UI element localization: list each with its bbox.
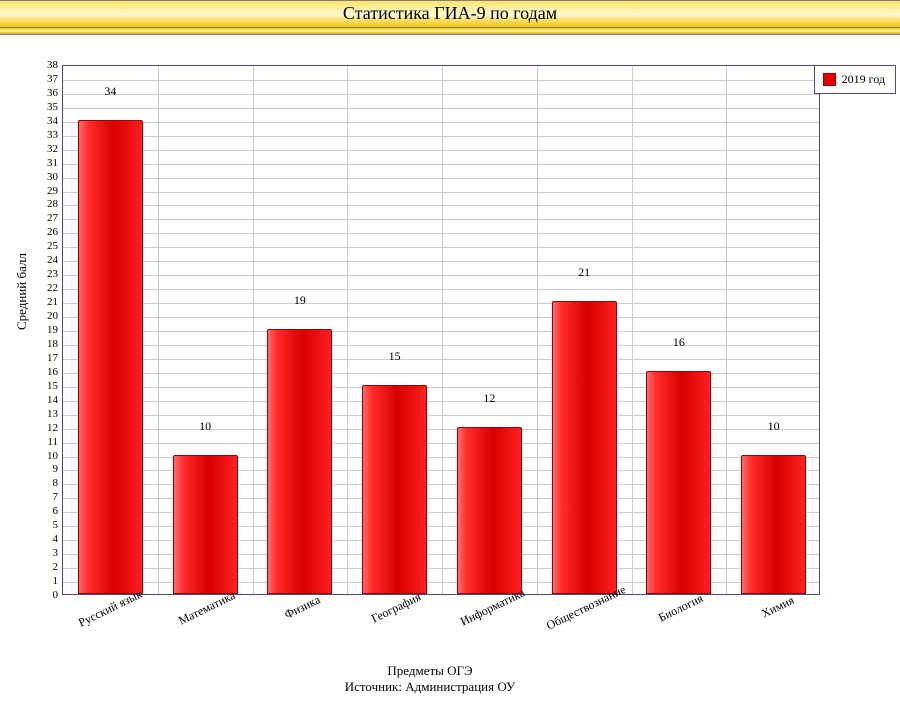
legend-label: 2019 год bbox=[842, 72, 885, 87]
bar-value-label: 34 bbox=[78, 84, 143, 102]
bar bbox=[78, 120, 143, 594]
bar bbox=[362, 385, 427, 594]
gridline-v bbox=[158, 66, 159, 594]
y-tick-label: 6 bbox=[28, 505, 58, 517]
legend-swatch-icon bbox=[823, 73, 836, 86]
bar bbox=[646, 371, 711, 594]
y-tick-label: 0 bbox=[28, 589, 58, 601]
y-tick-label: 14 bbox=[28, 394, 58, 406]
gridline-h bbox=[63, 205, 819, 206]
gridline-v bbox=[537, 66, 538, 594]
bar-value-label: 12 bbox=[457, 391, 522, 409]
gridline-v bbox=[442, 66, 443, 594]
y-tick-label: 11 bbox=[28, 436, 58, 448]
gridline-v bbox=[347, 66, 348, 594]
y-tick-label: 9 bbox=[28, 463, 58, 475]
gridline-h bbox=[63, 80, 819, 81]
y-tick-label: 13 bbox=[28, 408, 58, 420]
gridline-h bbox=[63, 178, 819, 179]
y-tick-label: 15 bbox=[28, 380, 58, 392]
bar bbox=[173, 455, 238, 594]
x-tick-label: Химия bbox=[759, 593, 797, 622]
gridline-h bbox=[63, 108, 819, 109]
y-tick-label: 25 bbox=[28, 240, 58, 252]
source-label: Источник: Администрация ОУ bbox=[0, 679, 880, 695]
gridline-h bbox=[63, 317, 819, 318]
gridline-h bbox=[63, 94, 819, 95]
legend-item: 2019 год bbox=[823, 72, 885, 87]
y-tick-label: 20 bbox=[28, 310, 58, 322]
gridline-h bbox=[63, 331, 819, 332]
x-tick-label: Физика bbox=[282, 592, 323, 622]
y-tick-label: 4 bbox=[28, 533, 58, 545]
y-tick-label: 21 bbox=[28, 296, 58, 308]
title-underline bbox=[0, 28, 900, 35]
y-tick-label: 22 bbox=[28, 282, 58, 294]
gridline-h bbox=[63, 275, 819, 276]
y-tick-label: 27 bbox=[28, 212, 58, 224]
y-tick-label: 34 bbox=[28, 115, 58, 127]
bar bbox=[741, 455, 806, 594]
bar-value-label: 10 bbox=[173, 419, 238, 437]
y-tick-label: 17 bbox=[28, 352, 58, 364]
y-tick-label: 38 bbox=[28, 59, 58, 71]
gridline-h bbox=[63, 219, 819, 220]
y-tick-label: 29 bbox=[28, 185, 58, 197]
y-tick-label: 12 bbox=[28, 422, 58, 434]
gridline-h bbox=[63, 261, 819, 262]
y-tick-label: 7 bbox=[28, 491, 58, 503]
bar-value-label: 21 bbox=[552, 265, 617, 283]
gridline-h bbox=[63, 247, 819, 248]
gridline-h bbox=[63, 233, 819, 234]
x-tick-label: География bbox=[369, 590, 424, 627]
bar-value-label: 16 bbox=[646, 335, 711, 353]
x-tick-label: Биология bbox=[656, 591, 706, 626]
x-axis-label: Предметы ОГЭ bbox=[0, 663, 880, 679]
y-tick-label: 18 bbox=[28, 338, 58, 350]
gridline-h bbox=[63, 192, 819, 193]
y-tick-label: 23 bbox=[28, 268, 58, 280]
y-tick-label: 30 bbox=[28, 171, 58, 183]
y-tick-label: 31 bbox=[28, 157, 58, 169]
y-tick-label: 36 bbox=[28, 87, 58, 99]
gridline-h bbox=[63, 164, 819, 165]
y-tick-label: 16 bbox=[28, 366, 58, 378]
gridline-h bbox=[63, 359, 819, 360]
gridline-h bbox=[63, 136, 819, 137]
plot-area: 34 10 19 15 12 21 16 10 bbox=[62, 65, 820, 595]
y-tick-label: 5 bbox=[28, 519, 58, 531]
y-tick-label: 32 bbox=[28, 143, 58, 155]
gridline-v bbox=[253, 66, 254, 594]
bar bbox=[267, 329, 332, 594]
gridline-v bbox=[726, 66, 727, 594]
y-tick-label: 8 bbox=[28, 477, 58, 489]
y-tick-label: 19 bbox=[28, 324, 58, 336]
y-tick-label: 10 bbox=[28, 450, 58, 462]
title-bar: Статистика ГИА-9 по годам bbox=[0, 0, 900, 28]
gridline-v bbox=[632, 66, 633, 594]
legend: 2019 год bbox=[814, 65, 896, 94]
gridline-h bbox=[63, 289, 819, 290]
y-tick-label: 35 bbox=[28, 101, 58, 113]
chart-area: 3410191512211610 2019 год Средний балл П… bbox=[0, 35, 900, 699]
y-tick-label: 3 bbox=[28, 547, 58, 559]
bar bbox=[552, 301, 617, 594]
y-tick-label: 37 bbox=[28, 73, 58, 85]
gridline-h bbox=[63, 303, 819, 304]
bar-value-label: 15 bbox=[362, 349, 427, 367]
bar-value-label: 19 bbox=[267, 293, 332, 311]
gridline-h bbox=[63, 150, 819, 151]
bar-value-label: 10 bbox=[741, 419, 806, 437]
y-tick-label: 1 bbox=[28, 575, 58, 587]
y-tick-label: 24 bbox=[28, 254, 58, 266]
y-tick-label: 26 bbox=[28, 226, 58, 238]
y-tick-label: 28 bbox=[28, 198, 58, 210]
y-tick-label: 2 bbox=[28, 561, 58, 573]
page-title: Статистика ГИА-9 по годам bbox=[0, 1, 900, 27]
y-tick-label: 33 bbox=[28, 129, 58, 141]
bar bbox=[457, 427, 522, 594]
gridline-h bbox=[63, 122, 819, 123]
